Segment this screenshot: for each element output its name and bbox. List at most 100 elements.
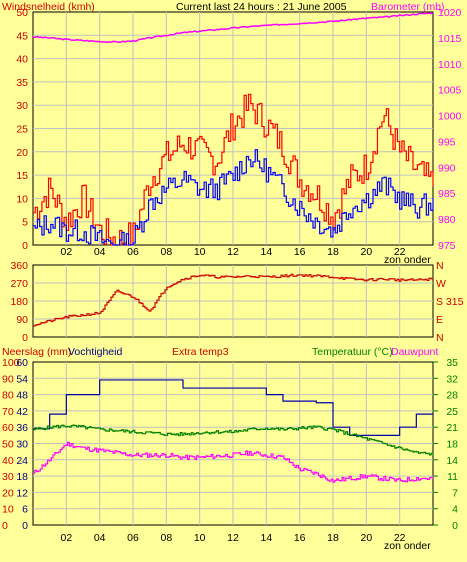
hour-tick-label: 20	[360, 246, 372, 258]
rain-tick-label: 50	[2, 439, 14, 451]
humidity-axis-ticks: 0 6 12 18 24 30 36 42 48 54 60	[16, 357, 28, 532]
hour-tick-label: 06	[127, 532, 139, 544]
humidity-tick-label: 12	[16, 487, 28, 499]
gridlines	[33, 12, 433, 245]
rain-tick-label: 70	[2, 406, 14, 418]
sunset-note: zon onder	[384, 254, 431, 266]
temperature-tick-label: 32	[446, 373, 458, 385]
humidity-tick-label: 54	[16, 373, 28, 385]
hour-tick-label: 10	[194, 532, 206, 544]
rain-tick-label: 40	[2, 455, 14, 467]
hour-tick-label: 12	[227, 532, 239, 544]
right-axis-ticks: 975 980 985 990 995 1000 1005 1010 1015 1020	[438, 7, 462, 252]
hour-tick-label: 22	[394, 246, 406, 258]
barometer-axis-label: Barometer (mb)	[371, 1, 445, 13]
humidity-label: Vochtigheid	[68, 346, 122, 358]
temperature-tick-label: 7	[452, 487, 458, 499]
series-lines	[33, 379, 434, 483]
temperature-line	[33, 424, 434, 456]
hour-tick-label: 14	[260, 246, 272, 258]
temperature-tick-label: 35	[446, 357, 458, 369]
barometer-tick-label: 985	[438, 188, 456, 200]
hour-tick-label: 18	[327, 532, 339, 544]
humidity-tick-label: 60	[16, 357, 28, 369]
barometer-line	[32, 12, 434, 44]
temperature-tick-label: 11	[447, 471, 458, 483]
sunset-note: zon onder	[384, 540, 431, 552]
temperature-tick-label: 18	[446, 439, 458, 451]
compass-tick-label: S 315	[436, 296, 464, 308]
wind-tick-label: 25	[16, 124, 28, 136]
dewpoint-label: Dauwpunt	[391, 346, 438, 358]
rain-axis-ticks: 0 10 20 30 40 50 60 70 80 90 100	[2, 357, 20, 532]
gridlines	[33, 265, 433, 337]
barometer-tick-label: 990	[438, 162, 456, 174]
gust-line	[33, 93, 434, 246]
rain-tick-label: 60	[2, 422, 14, 434]
barometer-tick-label: 1005	[438, 85, 462, 97]
temperature-tick-label: 4	[452, 504, 458, 516]
humidity-tick-label: 42	[16, 406, 28, 418]
hour-tick-label: 08	[160, 246, 172, 258]
humidity-tick-label: 18	[16, 471, 28, 483]
temperature-tick-label: 21	[446, 422, 458, 434]
temperature-tick-label: 25	[446, 406, 458, 418]
chart-title: Current last 24 hours : 21 June 2005	[176, 1, 347, 13]
humidity-tick-label: 24	[16, 455, 28, 467]
wind-tick-label: 35	[16, 77, 28, 89]
direction-line	[33, 273, 434, 327]
temperature-axis-ticks: 0 4 7 11 14 18 21 25 28 32 35	[433, 357, 458, 532]
rain-tick-label: 20	[2, 487, 14, 499]
temperature-tick-label: 28	[446, 390, 458, 402]
humidity-tick-label: 48	[16, 390, 28, 402]
hour-tick-label: 16	[294, 532, 306, 544]
barometer-tick-label: 980	[438, 214, 456, 226]
rain-label: Neerslag (mm)	[2, 346, 71, 358]
wind-tick-label: 0	[22, 240, 28, 252]
degree-ticks: 0 90 180 270 360	[10, 260, 28, 344]
rain-tick-label: 80	[2, 390, 14, 402]
series-lines	[32, 12, 434, 246]
rain-tick-label: 100	[2, 357, 20, 369]
barometer-tick-label: 1000	[438, 111, 462, 123]
temperature-label: Temperatuur (°C)	[312, 346, 393, 358]
compass-tick-label: E	[436, 314, 443, 326]
compass-tick-label: N	[436, 260, 444, 272]
wind-tick-label: 50	[16, 7, 28, 19]
humidity-line	[33, 379, 433, 436]
compass-tick-label: W	[436, 278, 446, 290]
humidity-tick-label: 30	[16, 439, 28, 451]
humidity-tick-label: 6	[22, 504, 28, 516]
hour-tick-label: 20	[360, 532, 372, 544]
dewpoint-line	[33, 441, 434, 483]
rain-tick-label: 10	[2, 504, 14, 516]
left-axis-ticks: 0 5 10 15 20 25 30 35 40 45 50	[16, 7, 28, 252]
wind-tick-label: 45	[16, 30, 28, 42]
hour-tick-label: 10	[194, 246, 206, 258]
wind-tick-label: 5	[22, 217, 28, 229]
hour-tick-label: 06	[127, 246, 139, 258]
temperature-tick-label: 0	[452, 520, 458, 532]
barometer-tick-label: 1015	[438, 33, 462, 45]
hour-tick-label: 12	[227, 246, 239, 258]
degree-tick-label: 270	[10, 278, 28, 290]
rain-tick-label: 30	[2, 471, 14, 483]
average-wind-line	[33, 149, 434, 246]
wind-tick-label: 20	[16, 147, 28, 159]
hour-tick-label: 16	[294, 246, 306, 258]
barometer-tick-label: 975	[438, 240, 456, 252]
wind-axis-label: Windsnelheid (kmh)	[2, 1, 95, 13]
barometer-tick-label: 1020	[438, 7, 462, 19]
wind-tick-label: 40	[16, 54, 28, 66]
barometer-tick-label: 1010	[438, 59, 462, 71]
hour-tick-label: 18	[327, 246, 339, 258]
hour-tick-label: 02	[60, 246, 72, 258]
wind-tick-label: 30	[16, 100, 28, 112]
hour-tick-label: 04	[94, 532, 106, 544]
degree-tick-label: 360	[10, 260, 28, 272]
degree-tick-label: 0	[22, 332, 28, 344]
wind-direction-line	[33, 273, 434, 327]
